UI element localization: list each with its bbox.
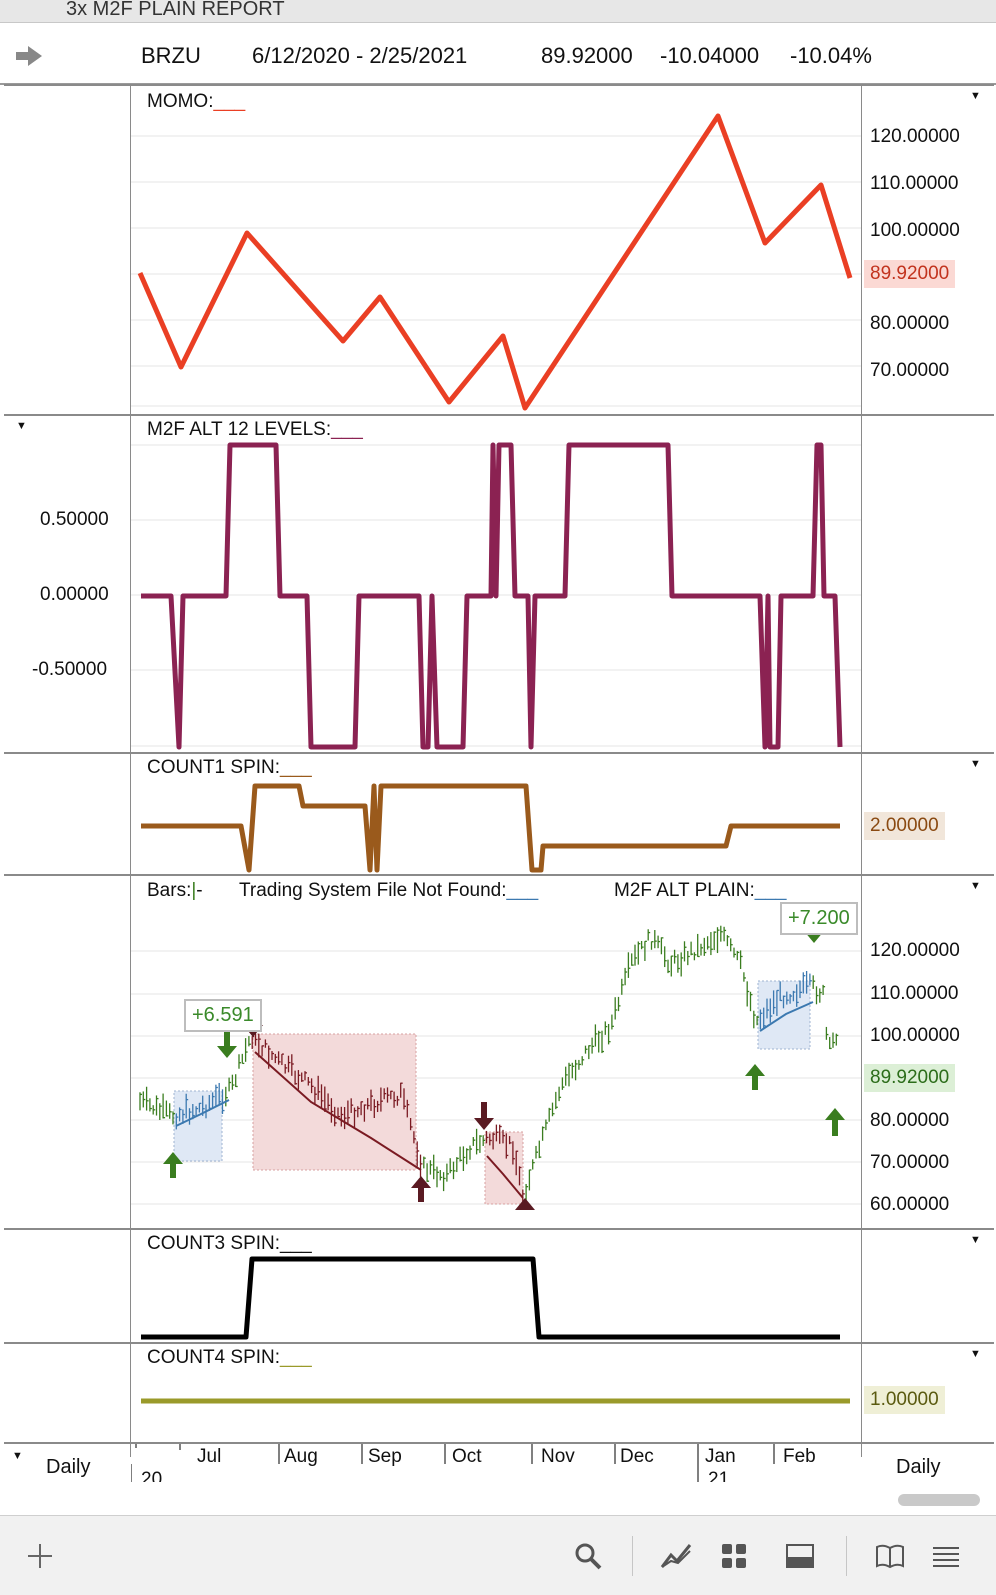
count1-chart	[141, 783, 840, 873]
month-feb: Feb	[783, 1446, 816, 1467]
panel-menu-icon[interactable]: ▼	[16, 420, 27, 432]
count4-label: COUNT4 SPIN:	[147, 1347, 281, 1368]
momo-line	[137, 113, 853, 411]
period-menu-icon[interactable]: ▼	[12, 1450, 23, 1462]
month-sep: Sep	[368, 1446, 402, 1467]
count4-panel[interactable]: COUNT4 SPIN:___ ▼	[4, 1342, 994, 1444]
bars-label-suffix: -	[196, 880, 203, 901]
trade-profit-2: +7.200	[780, 902, 858, 935]
last-price: 89.92000	[541, 43, 633, 68]
bars-panel[interactable]: Bars:|- Trading System File Not Found:__…	[4, 874, 994, 1230]
period-label-right[interactable]: Daily	[896, 1456, 941, 1478]
panel-menu-icon[interactable]: ▼	[970, 758, 981, 770]
count3-panel[interactable]: COUNT3 SPIN:___ ▼	[4, 1228, 994, 1344]
menu-icon[interactable]	[928, 1538, 964, 1574]
panel-menu-icon[interactable]: ▼	[970, 1234, 981, 1246]
momo-tick-120: 120.00000	[870, 126, 960, 147]
momo-label: MOMO:	[147, 91, 214, 112]
count1-label: COUNT1 SPIN:	[147, 757, 281, 778]
price-change: -10.04000	[660, 43, 760, 68]
window-titlebar: 3x M2F PLAIN REPORT	[0, 0, 996, 23]
month-jan: Jan	[705, 1446, 736, 1467]
period-label-left[interactable]: Daily	[46, 1456, 91, 1478]
trading-system-label: Trading System File Not Found:	[239, 880, 507, 901]
panel-menu-icon[interactable]: ▼	[970, 880, 981, 892]
horizontal-scrollbar[interactable]	[898, 1494, 980, 1506]
window-title: 3x M2F PLAIN REPORT	[66, 0, 285, 20]
bars-current-value: 89.92000	[864, 1064, 956, 1092]
momo-tick-110: 110.00000	[870, 173, 959, 194]
alt12-label: M2F ALT 12 LEVELS:	[147, 419, 332, 440]
bars-tick-80: 80.00000	[870, 1110, 950, 1131]
count3-label: COUNT3 SPIN:	[147, 1233, 281, 1254]
bars-chart	[131, 915, 861, 1210]
symbol-header: BRZU 6/12/2020 - 2/25/2021 89.92000 -10.…	[0, 33, 996, 85]
date-range: 6/12/2020 - 2/25/2021	[252, 43, 468, 68]
count1-line	[141, 783, 840, 873]
month-jul: Jul	[197, 1446, 222, 1467]
alt12-tick-050: 0.50000	[40, 509, 109, 530]
month-oct: Oct	[452, 1446, 482, 1467]
count1-panel[interactable]: COUNT1 SPIN:___ ▼	[4, 752, 994, 876]
month-aug: Aug	[284, 1446, 318, 1467]
chart-left-divider	[130, 84, 131, 1457]
search-icon[interactable]	[570, 1538, 606, 1574]
trade-profit-1: +6.591	[184, 999, 262, 1032]
arrow-right-icon[interactable]	[14, 43, 44, 69]
bars-tick-70: 70.00000	[870, 1152, 950, 1173]
alt12-chart	[131, 442, 861, 750]
book-icon[interactable]	[872, 1538, 908, 1574]
count1-current-value: 2.00000	[864, 812, 945, 840]
momo-chart	[131, 113, 861, 411]
symbol-label: BRZU	[141, 43, 201, 68]
count4-chart	[141, 1398, 850, 1404]
add-icon[interactable]	[22, 1538, 58, 1574]
momo-tick-70: 70.00000	[870, 360, 950, 381]
momo-current-value: 89.92000	[864, 260, 956, 288]
bars-tick-60: 60.00000	[870, 1194, 950, 1215]
bottom-toolbar	[0, 1515, 996, 1595]
momo-tick-80: 80.00000	[870, 313, 950, 334]
alt12-line	[141, 442, 843, 750]
panel-menu-icon[interactable]: ▼	[970, 1348, 981, 1360]
chart-line-icon[interactable]	[658, 1538, 694, 1574]
bars-tick-110: 110.00000	[870, 983, 959, 1004]
price-change-pct: -10.04%	[790, 43, 872, 68]
bars-tick-100: 100.00000	[870, 1025, 960, 1046]
panel-menu-icon[interactable]: ▼	[970, 90, 981, 102]
count3-line	[141, 1256, 840, 1340]
month-nov: Nov	[541, 1446, 575, 1467]
alt12-tick-000: 0.00000	[40, 584, 109, 605]
alt12-panel[interactable]: M2F ALT 12 LEVELS:___ ▼	[4, 414, 994, 754]
momo-panel[interactable]: MOMO:___ ▼	[4, 84, 994, 416]
bars-tick-120: 120.00000	[870, 940, 960, 961]
count4-current-value: 1.00000	[864, 1386, 945, 1414]
time-axis-ticks	[131, 1444, 775, 1484]
alt-plain-label: M2F ALT PLAIN:	[614, 880, 755, 901]
bars-label: Bars:	[147, 880, 192, 901]
grid-icon[interactable]	[716, 1538, 752, 1574]
panel-layout-icon[interactable]	[782, 1538, 818, 1574]
month-dec: Dec	[620, 1446, 654, 1467]
chart-right-divider	[861, 84, 862, 1457]
count3-chart	[141, 1256, 840, 1340]
alt12-tick-neg050: -0.50000	[32, 659, 108, 680]
momo-tick-100: 100.00000	[870, 220, 960, 241]
